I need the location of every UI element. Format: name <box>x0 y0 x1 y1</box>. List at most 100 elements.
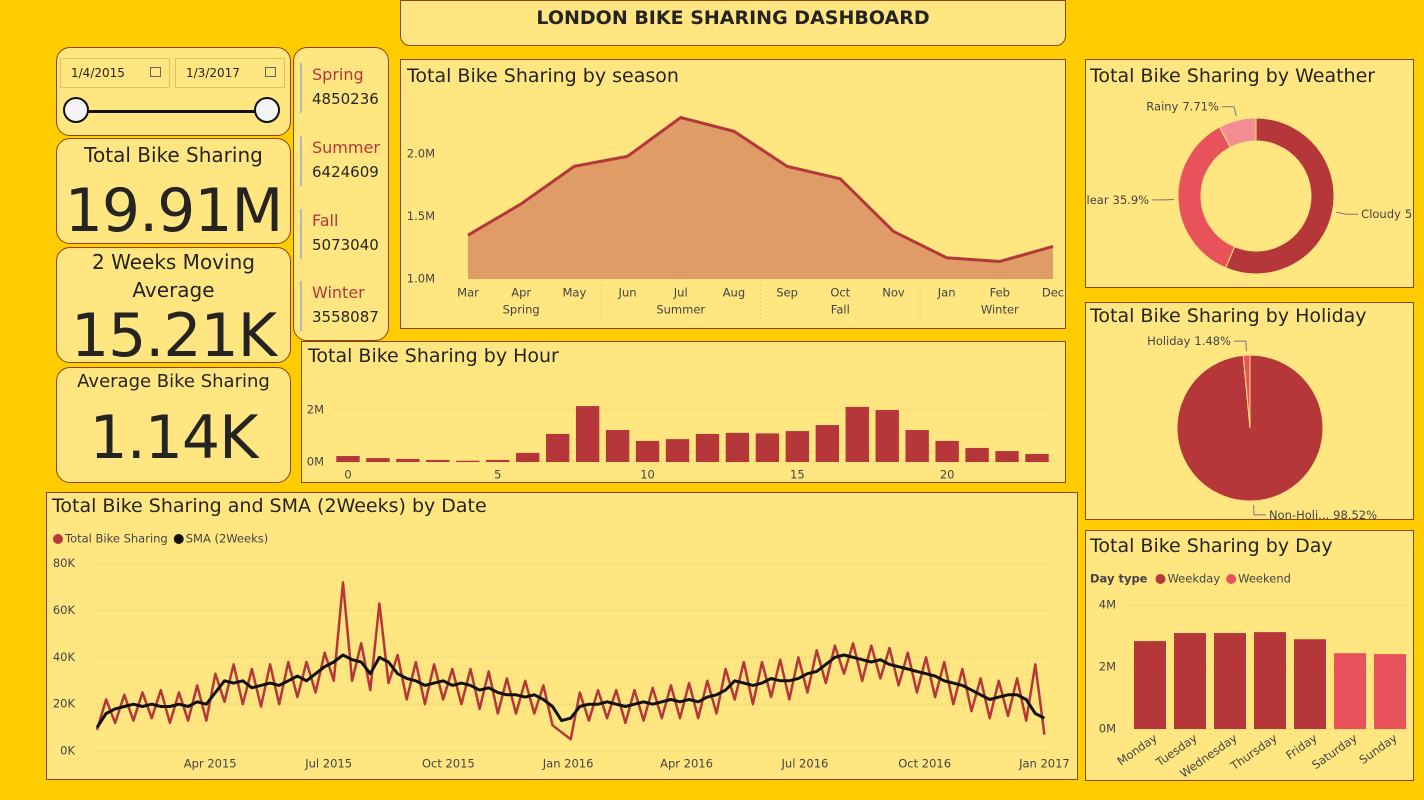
hour-chart: Total Bike Sharing by Hour 0M 2M 0 5 10 15 20 <box>307 345 1052 482</box>
x-tick-label: 15 <box>790 468 805 482</box>
season-item[interactable]: Spring 4850236 <box>300 63 396 113</box>
season-name: Spring <box>312 65 364 84</box>
season-item[interactable]: Winter 3558087 <box>300 281 396 331</box>
leader-line <box>1336 211 1359 215</box>
card-average: Average Bike Sharing 1.14K <box>56 367 291 483</box>
legend-title: Day type <box>1090 572 1148 586</box>
card-total: Total Bike Sharing 19.91M <box>56 138 291 244</box>
bar <box>755 433 780 462</box>
card-label: Total Bike Sharing <box>84 143 263 167</box>
slice-label: Rainy 7.71% <box>1146 99 1219 113</box>
y-tick-label: 0M <box>307 455 324 469</box>
leader-line <box>1253 504 1267 516</box>
season-chart-panel: Total Bike Sharing by season 1.0M 1.5M 2.0M… <box>400 59 1066 329</box>
card-value: 19.91M <box>64 176 284 246</box>
y-tick-label: 0K <box>60 744 75 758</box>
legend-label: SMA (2Weeks) <box>186 532 269 546</box>
x-group-label: Summer <box>656 303 705 317</box>
bar <box>605 430 630 462</box>
holiday-chart-panel: Total Bike Sharing by Holiday Non-Holi...… <box>1085 302 1414 520</box>
start-date: 1/4/2015 <box>71 66 125 80</box>
end-date-input[interactable]: 1/3/2017 <box>175 58 285 88</box>
bar <box>845 406 869 462</box>
dashboard-title: LONDON BIKE SHARING DASHBOARD <box>536 7 930 29</box>
x-tick-label: Nov <box>882 286 905 300</box>
bar <box>695 433 720 462</box>
y-tick-label: 2.0M <box>407 146 435 160</box>
season-item[interactable]: Fall 5073040 <box>300 209 396 259</box>
slider-handle-end[interactable] <box>254 97 280 123</box>
bar <box>875 410 899 462</box>
slider-handle-start[interactable] <box>63 97 89 123</box>
bar <box>1025 453 1049 462</box>
x-tick-label: Sep <box>776 286 798 300</box>
bar <box>965 447 989 462</box>
bar <box>546 433 570 462</box>
holiday-chart: Total Bike Sharing by Holiday Non-Holi...… <box>1089 305 1377 519</box>
end-date: 1/3/2017 <box>186 66 240 80</box>
slice-label: Non-Holi... 98.52% <box>1269 507 1377 519</box>
slice-value: 98.52% <box>1333 507 1377 519</box>
header: LONDON BIKE SHARING DASHBOARD <box>400 0 1066 46</box>
day-chart: Total Bike Sharing by Day 0M 2M 4M Day type W… <box>1089 535 1410 780</box>
line <box>95 581 1046 741</box>
x-tick-label: Jan <box>937 286 956 300</box>
card-value: 1.14K <box>89 403 259 473</box>
season-value: 4850236 <box>312 90 379 108</box>
x-tick-label: Jul <box>673 286 688 300</box>
season-value: 3558087 <box>312 308 379 326</box>
slice-category: Non-Holi... <box>1269 507 1329 519</box>
slice-label: Clear 35.9% <box>1086 192 1149 206</box>
bar <box>1294 639 1326 729</box>
date-chart-panel: Total Bike Sharing and SMA (2Weeks) by D… <box>46 492 1078 780</box>
y-tick-label: 4M <box>1099 598 1116 612</box>
leader-line <box>1221 106 1237 117</box>
y-tick-label: 80K <box>53 556 76 570</box>
bar <box>1334 653 1366 729</box>
date-slicer: 1/4/2015 1/3/2017 <box>56 47 291 136</box>
season-value: 5073040 <box>312 236 379 254</box>
slice-category: Holiday <box>1147 334 1190 348</box>
x-tick-label: Saturday <box>1309 731 1360 772</box>
x-tick-label: Aug <box>723 286 745 300</box>
season-value: 6424609 <box>312 163 379 181</box>
bar <box>1174 633 1206 729</box>
card-moving-average: 2 Weeks Moving Average 15.21K <box>56 247 291 366</box>
weather-chart-panel: Total Bike Sharing by Weather Cloudy 56.31… <box>1085 59 1414 288</box>
day-chart-panel: Total Bike Sharing by Day 0M 2M 4M Day type W… <box>1085 530 1414 781</box>
slice-value: 35.9% <box>1113 192 1150 206</box>
x-tick-label: 10 <box>640 468 655 482</box>
start-date-input[interactable]: 1/4/2015 <box>60 58 170 88</box>
calendar-icon <box>150 67 161 77</box>
card-label: Average Bike Sharing <box>77 371 270 392</box>
season-item[interactable]: Summer 6424609 <box>300 136 396 186</box>
bar <box>516 452 540 462</box>
y-tick-label: 0M <box>1099 722 1116 736</box>
legend-marker <box>53 534 63 544</box>
slice-label: Cloudy 56.31% <box>1361 207 1413 221</box>
x-tick-label: 0 <box>344 468 351 482</box>
x-tick-label: Dec <box>1042 286 1064 300</box>
x-tick-label: Oct <box>830 286 850 300</box>
x-tick-label: Apr <box>511 286 531 300</box>
leader-line <box>1233 340 1247 352</box>
slice-category: Clear <box>1086 192 1109 206</box>
x-tick-label: Jun <box>618 286 637 300</box>
season-chart: Total Bike Sharing by season 1.0M 1.5M 2.0M… <box>406 65 1064 319</box>
x-group-label: Spring <box>503 303 540 317</box>
x-tick-label: May <box>562 286 586 300</box>
slice-value: 7.71% <box>1182 99 1219 113</box>
y-tick-label: 2M <box>1099 660 1116 674</box>
x-tick-label: Jul 2016 <box>781 757 829 771</box>
area <box>468 117 1053 279</box>
x-tick-label: Feb <box>990 286 1010 300</box>
y-tick-label: 2M <box>307 403 324 417</box>
slice <box>1225 117 1335 275</box>
x-tick-label: Mar <box>457 286 479 300</box>
bar <box>426 459 450 462</box>
x-tick-label: Sunday <box>1356 731 1399 767</box>
slider-track <box>79 110 269 113</box>
x-tick-label: Jan 2016 <box>542 757 594 771</box>
bar <box>785 431 810 462</box>
